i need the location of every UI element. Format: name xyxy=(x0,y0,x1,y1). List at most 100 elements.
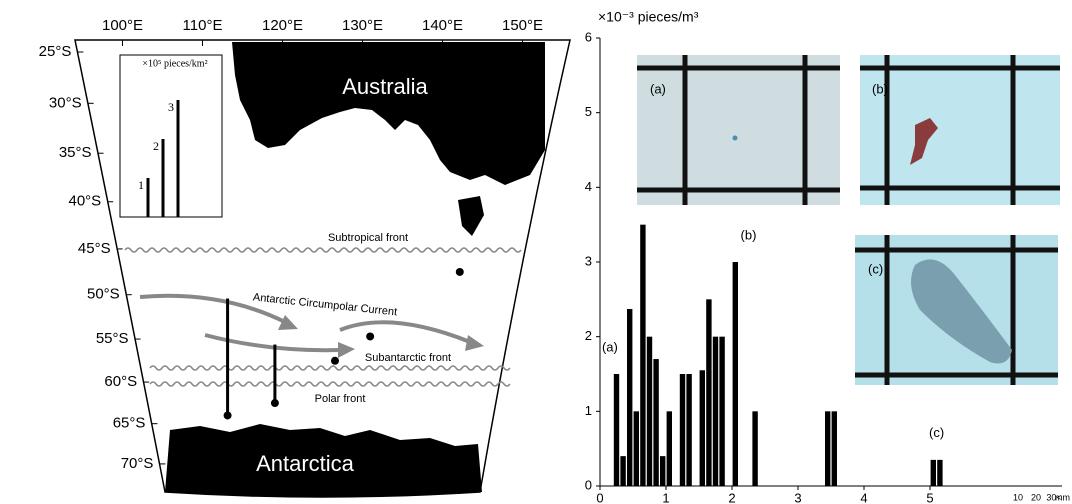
lat-tick-label: 25°S xyxy=(39,43,72,60)
tasmania-shape xyxy=(458,196,484,236)
lon-tick-label: 100°E xyxy=(102,17,143,34)
arrow xyxy=(139,293,286,324)
current-arrows xyxy=(139,293,471,353)
inset-value-label: 2 xyxy=(153,139,159,153)
antarctica-label: Antarctica xyxy=(256,451,355,476)
y-tick-label: 2 xyxy=(585,328,592,343)
y-axis-label: ×10⁻³ pieces/m³ xyxy=(598,9,699,25)
arrow-head xyxy=(465,335,484,351)
bar xyxy=(627,309,633,486)
x-tick-label: 5 xyxy=(926,490,933,504)
lat-tick-label: 65°S xyxy=(113,415,146,432)
lon-tick-label: 140°E xyxy=(422,17,463,34)
bar xyxy=(653,359,659,486)
lon-tick-label: 130°E xyxy=(342,17,383,34)
y-tick-label: 1 xyxy=(585,403,592,418)
lat-tick-label: 35°S xyxy=(59,144,92,161)
station-dot xyxy=(366,332,375,341)
x-unit: mm xyxy=(1055,492,1070,502)
bar xyxy=(699,370,705,486)
annotation: (c) xyxy=(929,425,944,440)
subtropical-front-line xyxy=(124,247,522,253)
bar xyxy=(831,411,837,486)
mesh xyxy=(637,55,840,205)
x-tick-label: 1 xyxy=(662,490,669,504)
lat-tick-label: 40°S xyxy=(69,193,102,210)
bar xyxy=(719,336,725,486)
x-tick-label: 3 xyxy=(794,490,801,504)
photo-c xyxy=(855,235,1058,385)
inset-value-label: 1 xyxy=(138,178,144,192)
bar xyxy=(633,411,639,486)
arrow-head xyxy=(338,342,355,358)
bar xyxy=(620,456,626,486)
y-tick-label: 0 xyxy=(585,477,592,492)
station-dot xyxy=(455,267,464,276)
photo-bg xyxy=(860,55,1060,205)
bar xyxy=(646,336,653,486)
bar xyxy=(613,374,620,486)
subantarctic-front-line xyxy=(149,365,511,371)
polar-front-line xyxy=(149,381,511,387)
particle xyxy=(732,135,738,141)
station-dot xyxy=(330,356,339,365)
photo-label: (b) xyxy=(872,81,888,96)
arrow-head xyxy=(278,315,298,330)
bar xyxy=(712,336,719,486)
x-tick-label: 10 xyxy=(1013,492,1023,502)
photo-label: (a) xyxy=(650,81,666,96)
station-dot xyxy=(223,411,232,420)
arrow xyxy=(204,333,341,353)
bar xyxy=(679,374,686,486)
australia-label: Australia xyxy=(342,74,428,99)
lat-tick-label: 30°S xyxy=(49,94,82,111)
particle xyxy=(911,259,1012,364)
bar xyxy=(666,411,672,486)
y-tick-label: 5 xyxy=(585,104,592,119)
lat-tick-label: 50°S xyxy=(87,286,120,303)
y-tick-label: 6 xyxy=(585,29,592,44)
arrow-heads xyxy=(278,315,484,358)
bar xyxy=(752,411,758,486)
photo-label: (c) xyxy=(868,261,883,276)
x-tick-label: 30< xyxy=(1046,492,1061,502)
bar xyxy=(686,374,692,486)
arrow xyxy=(339,320,471,344)
front-label: Subtropical front xyxy=(328,232,408,244)
bar xyxy=(640,224,646,486)
bar xyxy=(937,459,943,486)
annotation: (a) xyxy=(602,339,618,354)
y-tick-label: 4 xyxy=(585,179,592,194)
x-tick-label: 2 xyxy=(728,490,735,504)
bar xyxy=(930,459,936,486)
lon-tick-label: 150°E xyxy=(502,17,543,34)
australia-shape xyxy=(232,42,545,185)
inset-value-label: 3 xyxy=(168,100,174,114)
lon-tick-label: 120°E xyxy=(262,17,303,34)
mesh xyxy=(860,55,1060,205)
bar xyxy=(660,456,666,486)
bar xyxy=(825,411,831,486)
mesh xyxy=(855,235,1058,385)
lat-tick-label: 55°S xyxy=(96,330,129,347)
x-tick-label: 20 xyxy=(1031,492,1041,502)
bar xyxy=(732,262,738,486)
particle xyxy=(910,118,938,165)
lat-tick-label: 45°S xyxy=(78,240,111,257)
station-dot xyxy=(270,399,279,408)
x-tick-label: 4 xyxy=(860,490,867,504)
front-label: Polar front xyxy=(315,393,366,405)
inset-box xyxy=(119,54,223,218)
lat-tick-label: 60°S xyxy=(104,373,137,390)
photo-b xyxy=(860,55,1060,205)
front-label: Subantarctic front xyxy=(365,352,451,364)
photo-bg xyxy=(637,55,840,205)
bar xyxy=(706,299,712,486)
inset-unit: ×10⁵ pieces/km² xyxy=(142,58,207,69)
annotation: (b) xyxy=(741,227,757,242)
y-tick-label: 3 xyxy=(585,253,592,268)
x-tick-label: 0 xyxy=(596,490,603,504)
antarctica-shape xyxy=(165,424,482,497)
lon-tick-label: 110°E xyxy=(183,17,223,34)
